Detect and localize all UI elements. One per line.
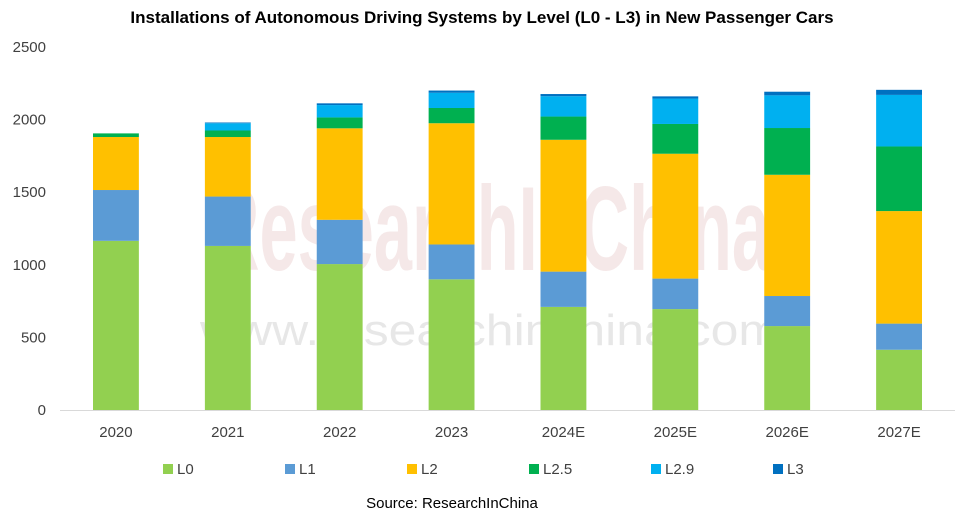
bar-segment-l3 <box>652 96 699 99</box>
bar-segment-l2 <box>540 139 587 272</box>
y-tick-label: 500 <box>21 329 46 346</box>
bar-segment-l0 <box>764 326 811 410</box>
legend-swatch-l3 <box>773 464 783 474</box>
bar-segment-l1 <box>540 271 587 307</box>
x-tick-label: 2021 <box>211 424 244 441</box>
x-tick-label: 2023 <box>435 424 468 441</box>
bar-segment-l0 <box>93 240 139 410</box>
legend-label: L2 <box>421 461 438 478</box>
bar-segment-l2-5 <box>428 107 475 124</box>
bar-segment-l2-5 <box>204 130 251 138</box>
x-tick-label: 2026E <box>766 424 809 441</box>
legend-swatch-l2-5 <box>529 464 539 474</box>
bar-segment-l1 <box>204 196 251 246</box>
x-tick-label: 2022 <box>323 424 356 441</box>
legend-swatch-l1 <box>285 464 295 474</box>
bar-segment-l1 <box>93 190 139 241</box>
bar-segment-l2-9 <box>652 98 699 124</box>
bar-segment-l2 <box>428 123 475 245</box>
legend-label: L2.5 <box>543 461 572 478</box>
legend-swatch-l2-9 <box>651 464 661 474</box>
bar-segment-l2-9 <box>316 105 363 118</box>
bar-segment-l2 <box>876 211 922 324</box>
bar-segment-l0 <box>316 264 363 410</box>
y-tick-label: 2000 <box>13 112 46 129</box>
legend-swatch-l2 <box>407 464 417 474</box>
bar-segment-l2 <box>316 128 363 220</box>
bar-segment-l2-5 <box>540 116 587 140</box>
chart-title: Installations of Autonomous Driving Syst… <box>130 8 833 27</box>
bar-segment-l2-9 <box>540 96 587 117</box>
legend-swatch-l0 <box>163 464 173 474</box>
bar-segment-l3 <box>428 90 475 93</box>
legend-label: L1 <box>299 461 316 478</box>
bar-segment-l2 <box>764 174 811 297</box>
y-tick-label: 1500 <box>13 184 46 201</box>
bar-segment-l2 <box>652 153 699 279</box>
bar-segment-l0 <box>204 245 251 410</box>
bar-segment-l1 <box>876 323 922 350</box>
y-tick-label: 2500 <box>13 39 46 56</box>
y-axis: 0 500 1000 1500 2000 2500 <box>13 39 46 419</box>
bar-segment-l1 <box>316 219 363 265</box>
bar-segment-l2-5 <box>316 117 363 129</box>
bar-segment-l2-9 <box>876 94 922 147</box>
bar-segment-l1 <box>764 296 811 327</box>
bar-segment-l3 <box>764 91 811 96</box>
bar-segment-l0 <box>652 309 699 410</box>
bar-segment-l0 <box>428 279 475 410</box>
x-tick-label: 2024E <box>542 424 585 441</box>
bar-segment-l2-5 <box>764 128 811 175</box>
bar-segment-l2-5 <box>93 133 139 138</box>
bar-segment-l2-9 <box>764 95 811 129</box>
x-tick-label: 2025E <box>654 424 697 441</box>
bar-segment-l3 <box>316 103 363 106</box>
bar-segment-l0 <box>876 349 922 410</box>
x-axis: 2020 2021 2022 2023 2024E 2025E 2026E 2027E <box>99 424 921 441</box>
bar-segment-l2-9 <box>204 123 251 131</box>
bar-segment-l2-5 <box>652 123 699 154</box>
legend: L0 L1 L2 L2.5 L2.9 L3 <box>163 461 804 478</box>
bar-segment-l2-5 <box>876 146 922 212</box>
bar-segment-l2 <box>93 137 139 191</box>
y-tick-label: 1000 <box>13 257 46 274</box>
bar-segment-l3 <box>204 122 251 124</box>
bar-segment-l0 <box>540 306 587 410</box>
x-tick-label: 2020 <box>99 424 132 441</box>
bar-segment-l1 <box>652 278 699 310</box>
bar-segment-l1 <box>428 244 475 280</box>
x-tick-label: 2027E <box>877 424 920 441</box>
bar-segment-l3 <box>540 94 587 97</box>
source-note: Source: ResearchInChina <box>366 495 538 512</box>
legend-label: L2.9 <box>665 461 694 478</box>
bars-group <box>93 89 922 410</box>
bar-segment-l3 <box>876 89 922 95</box>
bar-segment-l2-9 <box>428 92 475 108</box>
bar-segment-l2 <box>204 137 251 197</box>
y-tick-label: 0 <box>38 402 46 419</box>
legend-label: L0 <box>177 461 194 478</box>
legend-label: L3 <box>787 461 804 478</box>
